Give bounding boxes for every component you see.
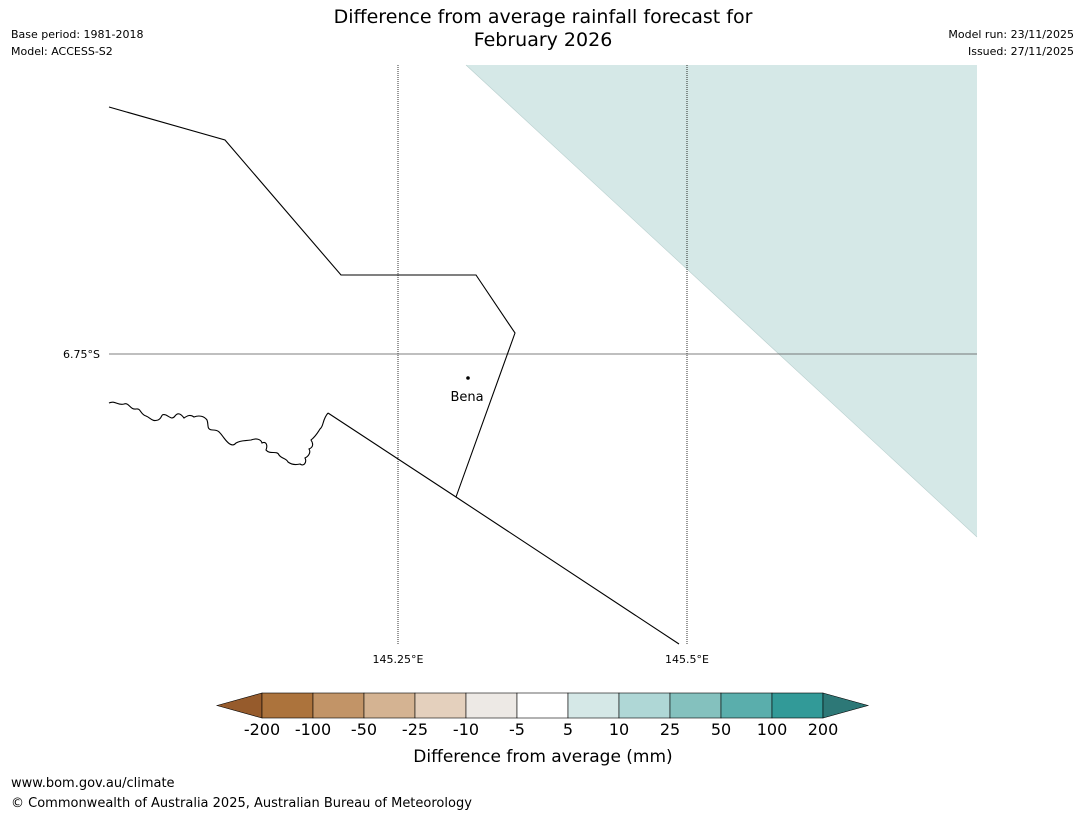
legend-bin xyxy=(414,692,467,719)
legend-tick-label: -100 xyxy=(295,720,331,739)
legend-bin-extend-high xyxy=(822,692,870,719)
legend-title: Difference from average (mm) xyxy=(413,747,672,767)
place-label-bena: Bena xyxy=(450,390,483,405)
legend-bin xyxy=(312,692,365,719)
legend-tick-label: 200 xyxy=(808,720,839,739)
legend-tick-label: 50 xyxy=(711,720,731,739)
legend-bin xyxy=(465,692,518,719)
legend-tick-label: -10 xyxy=(453,720,479,739)
title-line-2: February 2026 xyxy=(473,29,613,51)
legend-bin xyxy=(363,692,416,719)
model-run: Model run: 23/11/2025 xyxy=(948,28,1074,41)
district-boundary-south xyxy=(327,412,680,645)
legend-bin xyxy=(720,692,773,719)
legend-bin xyxy=(771,692,824,719)
legend-tick-label: -5 xyxy=(509,720,525,739)
legend-tick-labels: -200 -100 -50 -25 -10 -5 5 10 25 50 100 200 xyxy=(244,720,838,739)
footer-website[interactable]: www.bom.gov.au/climate xyxy=(11,776,175,791)
legend-bin xyxy=(618,692,671,719)
page-title: Difference from average rainfall forecas… xyxy=(243,6,843,52)
legend-tick-label: 10 xyxy=(609,720,629,739)
legend-bin xyxy=(567,692,620,719)
legend-tick-label: 5 xyxy=(563,720,573,739)
legend-bin-extend-low xyxy=(215,692,263,719)
legend-bin xyxy=(516,692,569,719)
forecast-region-edge xyxy=(465,64,978,538)
legend-tick-label: -200 xyxy=(244,720,280,739)
lon-label-145-5: 145.5°E xyxy=(665,653,709,666)
footer-copyright: © Commonwealth of Australia 2025, Austra… xyxy=(11,796,472,811)
model-name: Model: ACCESS-S2 xyxy=(11,45,113,58)
base-period: Base period: 1981-2018 xyxy=(11,28,144,41)
lat-label: 6.75°S xyxy=(63,348,100,361)
lon-label-145-25: 145.25°E xyxy=(373,653,424,666)
forecast-meta-left: Base period: 1981-2018 Model: ACCESS-S2 xyxy=(11,26,143,60)
legend-bin xyxy=(669,692,722,719)
legend-tick-label: -25 xyxy=(402,720,428,739)
legend-bin xyxy=(261,692,314,719)
legend-tick-label: 100 xyxy=(757,720,788,739)
title-line-1: Difference from average rainfall forecas… xyxy=(333,6,753,28)
place-marker xyxy=(466,376,470,380)
legend-colorbar xyxy=(215,692,870,719)
legend-tick-label: 25 xyxy=(660,720,680,739)
forecast-meta-right: Model run: 23/11/2025 Issued: 27/11/2025 xyxy=(948,26,1074,60)
legend-tick-label: -50 xyxy=(351,720,377,739)
issued-date: Issued: 27/11/2025 xyxy=(967,45,1074,58)
river-line xyxy=(108,401,329,466)
district-boundary-north xyxy=(108,106,516,498)
